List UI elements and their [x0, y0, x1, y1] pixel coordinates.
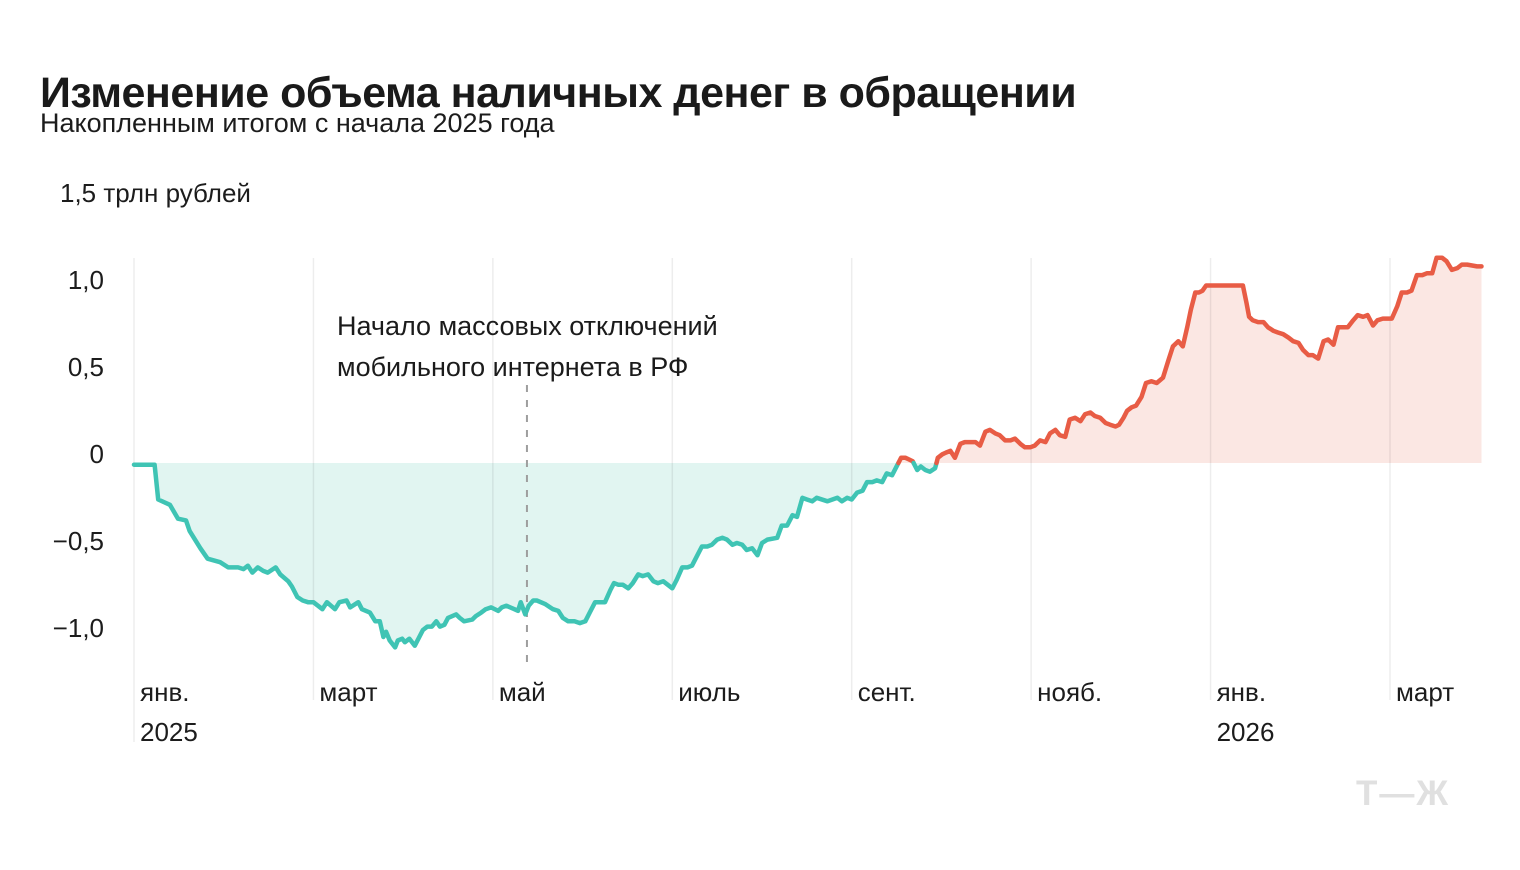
x-tick-label-март: март	[1396, 672, 1454, 712]
x-tick-month: март	[319, 677, 378, 707]
y-tick-label-0: 0	[89, 439, 104, 469]
chart-title: Изменение объема наличных денег в обраще…	[40, 68, 1077, 117]
y-tick-label-1.5: 1,5 трлн рублей	[60, 178, 251, 208]
x-tick-year: 2026	[1216, 717, 1275, 747]
series-line-negative	[131, 460, 901, 650]
x-tick-label-март: март	[319, 672, 377, 712]
x-tick-month: март	[1395, 677, 1455, 707]
area-fill-positive	[936, 257, 1482, 463]
area-fill-negative	[134, 463, 899, 648]
annotation-line-1: Начало массовых отключений	[337, 311, 718, 341]
series-line-negative	[911, 460, 939, 474]
y-tick-label--0.5: −0,5	[52, 526, 104, 556]
x-tick-month: май	[498, 677, 546, 707]
x-tick-label-янв.-2025: янв. 2025	[140, 672, 198, 752]
x-tick-label-нояб.: нояб.	[1037, 672, 1102, 712]
x-tick-year: 2025	[140, 717, 198, 747]
y-tick-label--1: −1,0	[52, 613, 104, 643]
x-tick-label-май: май	[499, 672, 546, 712]
x-tick-month: июль	[678, 677, 741, 707]
annotation-line-2: мобильного интернета в РФ	[337, 352, 689, 382]
x-tick-month: сент.	[857, 677, 916, 707]
x-tick-label-июль: июль	[678, 672, 740, 712]
y-tick-label-0.5: 0,5	[67, 352, 104, 382]
y-tick-label-1: 1,0	[67, 265, 104, 295]
tj-logo: Т—Ж	[1356, 774, 1451, 813]
annotation-label: Начало массовых отключений мобильного ин…	[337, 306, 718, 388]
x-tick-label-янв.-2026: янв. 2026	[1217, 672, 1275, 752]
series-line-positive	[934, 255, 1484, 466]
x-tick-month: янв.	[1216, 677, 1267, 707]
x-tick-label-сент.: сент.	[858, 672, 916, 712]
x-tick-month: нояб.	[1037, 677, 1103, 707]
x-tick-month: янв.	[140, 677, 190, 707]
chart-subtitle: Накопленным итогом с начала 2025 года	[40, 108, 555, 138]
